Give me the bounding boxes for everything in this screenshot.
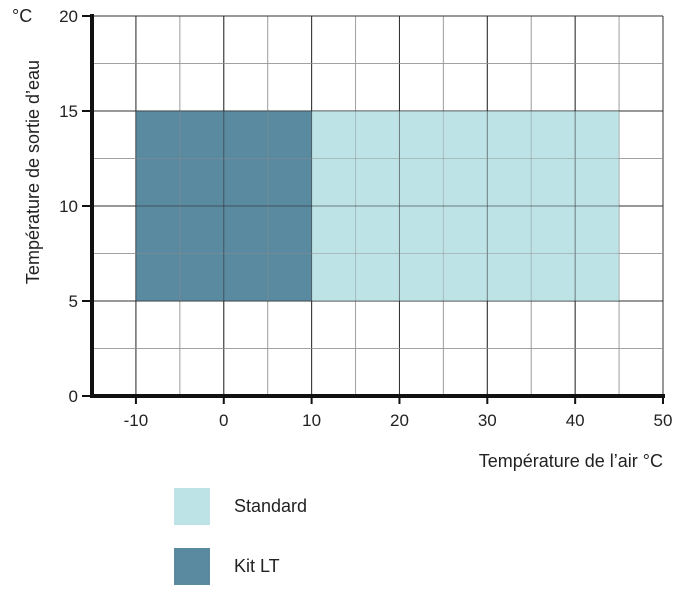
- x-tick-label: 20: [390, 411, 409, 430]
- legend: Standard Kit LT: [174, 488, 307, 608]
- x-tick-label: 30: [478, 411, 497, 430]
- axes: [82, 14, 665, 404]
- y-tick-label: 5: [69, 292, 78, 311]
- y-axis-title: Température de sortie d’eau: [23, 60, 43, 284]
- y-tick-label: 20: [59, 7, 78, 26]
- y-tick-label: 15: [59, 102, 78, 121]
- tick-labels: -10 0 10 20 30 40 50 0 5 10 15 20: [59, 7, 672, 430]
- x-axis-title: Température de l’air °C: [479, 451, 663, 471]
- operating-range-chart: -10 0 10 20 30 40 50 0 5 10 15 20 °C Température de…: [12, 6, 672, 471]
- x-tick-label: -10: [124, 411, 149, 430]
- legend-swatch-kit-lt: [174, 548, 210, 585]
- x-tick-label: 0: [219, 411, 228, 430]
- y-tick-label: 10: [59, 197, 78, 216]
- x-tick-label: 40: [566, 411, 585, 430]
- y-axis-unit: °C: [12, 6, 32, 26]
- y-tick-label: 0: [69, 387, 78, 406]
- legend-label-kit-lt: Kit LT: [234, 556, 280, 576]
- legend-item-kit-lt: Kit LT: [174, 548, 307, 585]
- legend-swatch-standard: [174, 488, 210, 525]
- legend-item-standard: Standard: [174, 488, 307, 525]
- grid-overlay: [92, 15, 664, 396]
- x-tick-label: 10: [302, 411, 321, 430]
- x-tick-label: 50: [654, 411, 673, 430]
- legend-label-standard: Standard: [234, 496, 308, 516]
